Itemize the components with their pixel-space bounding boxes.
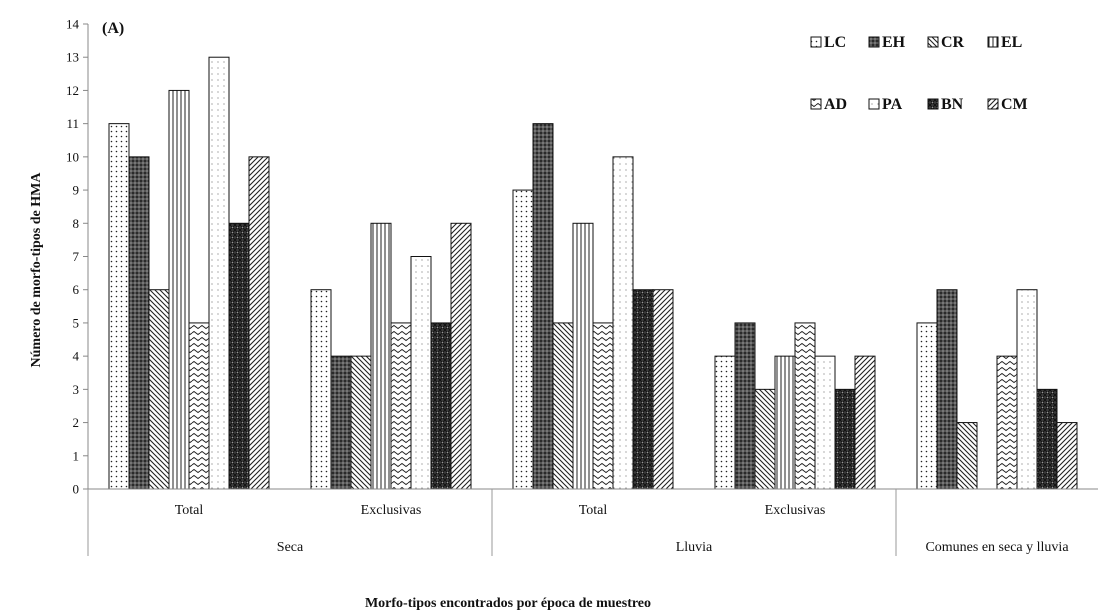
bar-ad — [996, 355, 1018, 490]
bar-cr — [552, 322, 574, 490]
bar-pa — [612, 156, 634, 490]
bar-eh — [128, 156, 150, 490]
bar-eh — [330, 355, 352, 490]
bar-el — [168, 89, 190, 490]
legend-label: CR — [941, 34, 965, 51]
bar-cm — [450, 222, 472, 490]
bar-lc — [714, 355, 736, 490]
bar-ad — [390, 322, 412, 490]
legend-label: CM — [1001, 96, 1028, 113]
bar-ad — [592, 322, 614, 490]
y-tick-label: 4 — [73, 349, 80, 364]
legend-swatch — [868, 98, 880, 110]
y-tick-label: 5 — [73, 315, 80, 330]
bar-el — [774, 355, 796, 490]
bar-lc — [916, 322, 938, 490]
y-tick-label: 3 — [73, 382, 80, 397]
bar-lc — [512, 189, 534, 490]
x-category-label: Exclusivas — [765, 503, 826, 518]
bars — [108, 56, 1078, 490]
bar-bn — [430, 322, 452, 490]
bar-bn — [834, 388, 856, 490]
legend-label: PA — [882, 96, 903, 113]
bar-eh — [734, 322, 756, 490]
y-tick-label: 2 — [73, 415, 80, 430]
x-axis: Total Exclusivas Total Exclusivas Comunes en… — [87, 488, 1098, 556]
bar-ad — [794, 322, 816, 490]
bar-cm — [248, 156, 270, 490]
bar-pa — [814, 355, 836, 490]
bar-pa — [410, 256, 432, 490]
x-category-label: Comunes en seca y lluvia — [925, 540, 1069, 555]
bar-bn — [228, 222, 250, 490]
bar-pa — [1016, 289, 1038, 490]
x-category-label: Total — [579, 503, 608, 518]
legend-swatch — [927, 36, 939, 48]
legend-swatch — [987, 98, 999, 110]
y-tick-label: 12 — [66, 83, 79, 98]
bar-eh — [936, 289, 958, 490]
x-group-label: Seca — [277, 540, 304, 555]
y-tick-label: 7 — [73, 249, 80, 264]
legend-swatch — [987, 36, 999, 48]
y-tick-label: 0 — [73, 482, 80, 497]
legend-label: EH — [882, 34, 906, 51]
bar-ad — [188, 322, 210, 490]
x-group-label: Lluvia — [676, 540, 713, 555]
bar-bn — [632, 289, 654, 490]
legend-swatch — [868, 36, 880, 48]
y-tick-label: 13 — [66, 50, 79, 65]
y-tick-label: 10 — [66, 149, 79, 164]
bar-cr — [754, 388, 776, 490]
y-tick-label: 1 — [73, 448, 80, 463]
y-tick-label: 8 — [73, 216, 80, 231]
bar-cr — [148, 289, 170, 490]
bar-lc — [310, 289, 332, 490]
bar-bn — [1036, 388, 1058, 490]
legend-swatch — [810, 98, 822, 110]
legend: LC EH CR EL AD PA BN CM — [810, 34, 1028, 113]
bar-pa — [208, 56, 230, 490]
x-axis-title: Morfo-tipos encontrados por época de mue… — [365, 596, 651, 611]
legend-label: BN — [941, 96, 964, 113]
bar-cm — [652, 289, 674, 490]
legend-swatch — [810, 36, 822, 48]
bar-cr — [956, 422, 978, 490]
bar-lc — [108, 123, 130, 490]
y-axis-title: Número de morfo-tipos de HMA — [29, 172, 44, 368]
y-tick-label: 9 — [73, 183, 80, 198]
bar-eh — [532, 123, 554, 490]
y-tick-label: 11 — [66, 116, 79, 131]
panel-label: (A) — [102, 20, 124, 37]
y-tick-label: 14 — [66, 17, 80, 32]
legend-label: LC — [824, 34, 846, 51]
x-category-label: Total — [175, 503, 204, 518]
legend-label: AD — [824, 96, 847, 113]
bar-cr — [350, 355, 372, 490]
bar-el — [370, 222, 392, 490]
bar-el — [572, 222, 594, 490]
legend-label: EL — [1001, 34, 1022, 51]
bar-cm — [854, 355, 876, 490]
y-tick-label: 6 — [73, 282, 80, 297]
bar-cm — [1056, 422, 1078, 490]
x-category-label: Exclusivas — [361, 503, 422, 518]
legend-swatch — [927, 98, 939, 110]
